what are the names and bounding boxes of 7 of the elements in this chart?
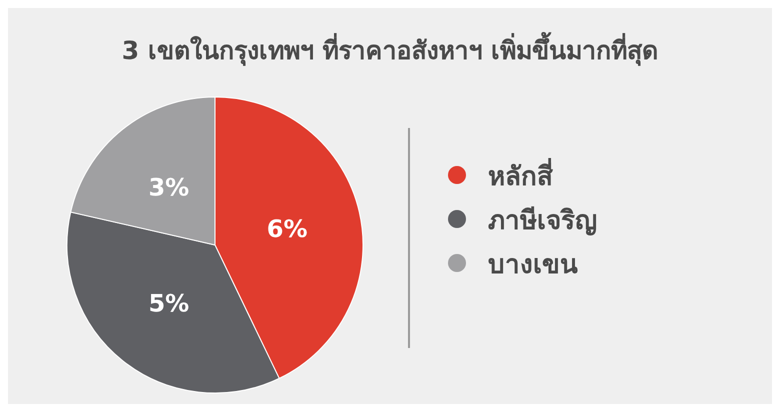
legend-label: หลักสี่ bbox=[488, 157, 553, 194]
chart-title: 3 เขตในกรุงเทพฯ ที่ราคาอสังหาฯ เพิ่มขึ้นมากที่สุด bbox=[120, 31, 660, 68]
legend-label: ภาษีเจริญ bbox=[488, 204, 597, 238]
data-label: 6% bbox=[266, 215, 308, 244]
data-label: 5% bbox=[148, 289, 190, 318]
legend-label: บางเขน bbox=[488, 248, 578, 282]
data-label: 3% bbox=[148, 174, 190, 202]
